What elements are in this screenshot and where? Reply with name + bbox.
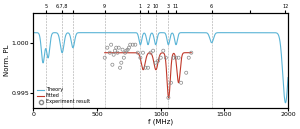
Point (130, 44, 135, 46)
Y-axis label: Norm. PL: Norm. PL (4, 45, 10, 76)
Point (171, 57, 176, 59)
Point (186, 57, 191, 59)
Point (118, 67, 122, 69)
Point (116, 47, 121, 49)
Point (148, 52, 153, 54)
Point (184, 72, 189, 74)
X-axis label: f (MHz): f (MHz) (148, 118, 173, 125)
Point (120, 49, 125, 51)
Legend: Theory, Fitted, Experiment result: Theory, Fitted, Experiment result (36, 86, 91, 105)
Point (115, 52, 120, 54)
Point (133, 44, 138, 46)
Point (169, 82, 173, 84)
Point (174, 57, 178, 59)
Point (110, 64, 115, 66)
Point (156, 60, 161, 62)
Point (146, 67, 150, 69)
Point (164, 57, 168, 59)
Point (138, 57, 143, 59)
Point (111, 54, 116, 56)
Point (143, 67, 148, 69)
Point (166, 97, 171, 99)
Point (128, 44, 133, 46)
Point (109, 44, 113, 46)
Point (125, 49, 130, 51)
Point (107, 52, 112, 54)
Point (124, 50, 129, 52)
Point (189, 52, 194, 54)
Point (176, 57, 181, 59)
Point (114, 47, 118, 49)
Point (151, 50, 155, 52)
Point (179, 82, 184, 84)
Point (123, 52, 128, 54)
Point (153, 62, 158, 64)
Point (112, 50, 117, 52)
Point (140, 52, 145, 54)
Point (158, 57, 163, 59)
Point (102, 57, 107, 59)
Point (127, 47, 131, 49)
Point (105, 47, 110, 49)
Point (161, 50, 166, 52)
Point (135, 52, 140, 54)
Point (122, 57, 126, 59)
Point (119, 62, 124, 64)
